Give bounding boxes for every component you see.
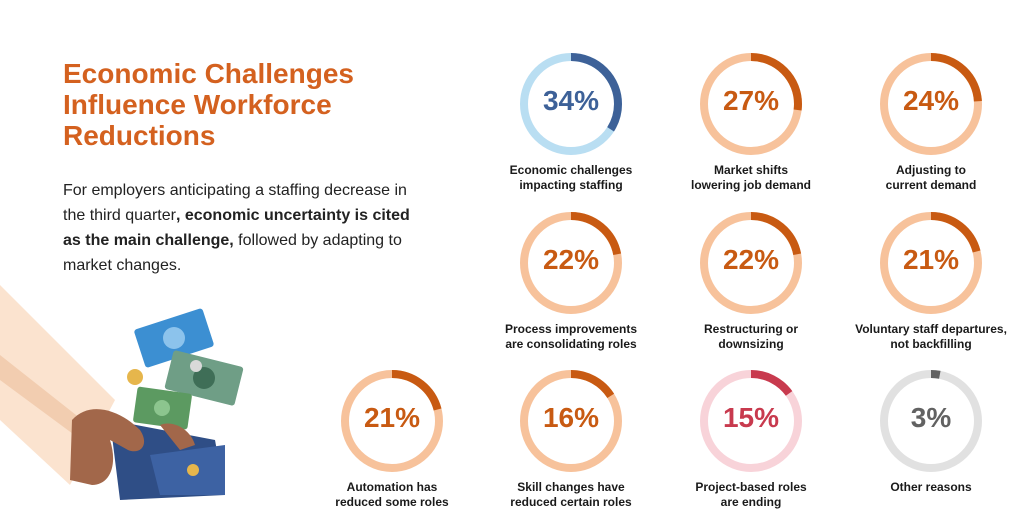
stat-donut: 21% Voluntary staff departures, not backfi… — [846, 211, 1016, 352]
stat-donut: 15% Project-based roles are ending — [666, 369, 836, 510]
donut-value-arc — [700, 212, 802, 314]
coin — [127, 369, 143, 385]
intro-highlight: , economic uncertainty is cited as the m… — [63, 207, 410, 249]
donut-category-label-line: Market shifts — [713, 163, 789, 177]
donut-percent-label: 21% — [363, 402, 421, 433]
donut-category-label-line: Economic challenges — [509, 163, 633, 177]
stat-donut: 24% Adjusting to current demand — [846, 52, 1016, 193]
donut-value-arc — [520, 370, 622, 472]
donut-category-label-line: not backfilling — [890, 337, 972, 351]
donut-category-label-line: impacting staffing — [519, 178, 623, 192]
donut-ring — [700, 370, 802, 472]
donut-category-label-line: Project-based roles — [695, 480, 807, 494]
cash-bill-small — [133, 386, 192, 430]
donut-percent-label: 3% — [910, 402, 952, 433]
donut-category-label: Project-based roles are ending — [666, 480, 836, 510]
stat-donut: 27% Market shifts lowering job demand — [666, 52, 836, 193]
donut-category-label-line: Skill changes have — [517, 480, 625, 494]
donut-value-arc — [880, 53, 982, 155]
donut-ring — [880, 212, 982, 314]
page-title: Economic Challenges Influence Workforce … — [63, 58, 423, 151]
donut-ring — [520, 370, 622, 472]
intro-paragraph: For employers anticipating a staffing de… — [63, 178, 423, 278]
donut-percent-label: 24% — [902, 85, 960, 116]
donut-category-label: Other reasons — [846, 480, 1016, 495]
donut-category-label-line: lowering job demand — [690, 178, 811, 192]
stat-donut: 3% Other reasons — [846, 369, 1016, 495]
title-line: Influence Workforce — [63, 89, 332, 120]
donut-category-label-line: Restructuring or — [703, 322, 798, 336]
donut-percent-label: 16% — [542, 402, 600, 433]
donut-value-arc — [520, 53, 622, 155]
donut-category-label-line: are ending — [720, 495, 782, 509]
donut-category-label-line: Process improvements — [504, 322, 638, 336]
donut-category-label-line: reduced certain roles — [510, 495, 632, 509]
intro-tail: followed by adapting to market changes. — [63, 232, 402, 274]
donut-category-label: Voluntary staff departures, not backfilli… — [846, 322, 1016, 352]
donut-value-arc — [341, 370, 443, 472]
donut-value-arc — [520, 212, 622, 314]
donut-value-arc — [700, 53, 802, 155]
donut-category-label: Restructuring or downsizing — [666, 322, 836, 352]
donut-value-arc — [700, 370, 802, 472]
hand — [70, 409, 145, 485]
title-line: Reductions — [63, 120, 216, 151]
donut-percent-label: 27% — [722, 85, 780, 116]
donut-ring — [880, 53, 982, 155]
donut-category-label: Adjusting to current demand — [846, 163, 1016, 193]
donut-category-label-line: Voluntary staff departures, — [855, 322, 1007, 336]
donut-ring — [700, 53, 802, 155]
donut-ring — [700, 212, 802, 314]
sleeve-shadow — [0, 355, 95, 445]
donut-category-label-line: Automation has — [346, 480, 438, 494]
donut-ring — [341, 370, 443, 472]
donut-percent-label: 22% — [542, 244, 600, 275]
donut-category-label: Process improvements are consolidating ro… — [486, 322, 656, 352]
donut-category-label: Automation has reduced some roles — [307, 480, 477, 510]
donut-category-label: Economic challenges impacting staffing — [486, 163, 656, 193]
donut-category-label: Market shifts lowering job demand — [666, 163, 836, 193]
donut-value-arc — [880, 370, 982, 472]
wallet-clasp — [187, 464, 199, 476]
donut-ring — [520, 212, 622, 314]
donut-percent-label: 15% — [722, 402, 780, 433]
hand — [160, 423, 195, 450]
stat-donut: 34% Economic challenges impacting staffing — [486, 52, 656, 193]
donut-percent-label: 34% — [542, 85, 600, 116]
donut-ring — [520, 53, 622, 155]
donut-category-label-line: downsizing — [718, 337, 784, 351]
cash-bill-blue — [134, 308, 214, 368]
donut-category-label-line: current demand — [885, 178, 977, 192]
stat-donut: 16% Skill changes have reduced certain rol… — [486, 369, 656, 510]
donut-category-label-line: are consolidating roles — [505, 337, 637, 351]
money-wallet-illustration — [0, 285, 244, 500]
donut-category-label: Skill changes have reduced certain roles — [486, 480, 656, 510]
stat-donut: 22% Process improvements are consolidating… — [486, 211, 656, 352]
donut-category-label-line: reduced some roles — [335, 495, 449, 509]
intro-lead: For employers anticipating a staffing de… — [63, 182, 407, 224]
donut-percent-label: 21% — [902, 244, 960, 275]
stat-donut: 21% Automation has reduced some roles — [307, 369, 477, 510]
stat-donut: 22% Restructuring or downsizing — [666, 211, 836, 352]
cash-bill-green — [164, 350, 244, 406]
donut-ring — [880, 370, 982, 472]
donut-category-label-line: Other reasons — [890, 480, 972, 494]
donut-percent-label: 22% — [722, 244, 780, 275]
donut-value-arc — [880, 212, 982, 314]
donut-category-label-line: Adjusting to — [896, 163, 966, 177]
title-line: Economic Challenges — [63, 58, 354, 89]
